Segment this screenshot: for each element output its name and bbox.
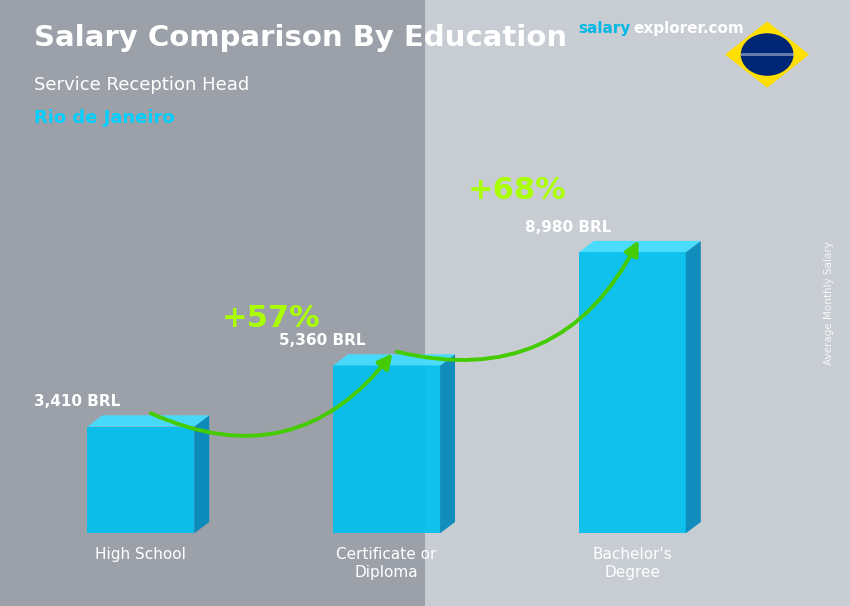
Text: 5,360 BRL: 5,360 BRL: [280, 333, 366, 348]
Text: Service Reception Head: Service Reception Head: [34, 76, 249, 94]
Text: explorer.com: explorer.com: [633, 21, 744, 36]
Polygon shape: [333, 365, 440, 533]
Bar: [425, 0, 850, 606]
Polygon shape: [579, 241, 700, 252]
Circle shape: [740, 33, 794, 76]
Text: +57%: +57%: [222, 304, 320, 333]
Polygon shape: [333, 355, 455, 365]
Text: salary: salary: [578, 21, 631, 36]
Polygon shape: [740, 53, 794, 56]
Text: +68%: +68%: [468, 176, 566, 205]
Text: 8,980 BRL: 8,980 BRL: [525, 219, 611, 235]
Text: Rio de Janeiro: Rio de Janeiro: [34, 109, 174, 127]
Text: 3,410 BRL: 3,410 BRL: [34, 394, 120, 409]
Polygon shape: [195, 415, 209, 533]
Polygon shape: [440, 355, 455, 533]
Text: Salary Comparison By Education: Salary Comparison By Education: [34, 24, 567, 52]
Polygon shape: [579, 252, 686, 533]
Polygon shape: [686, 241, 700, 533]
Text: Average Monthly Salary: Average Monthly Salary: [824, 241, 834, 365]
Bar: [0, 0, 425, 606]
Polygon shape: [88, 415, 209, 427]
Polygon shape: [88, 427, 195, 533]
Polygon shape: [725, 21, 809, 88]
